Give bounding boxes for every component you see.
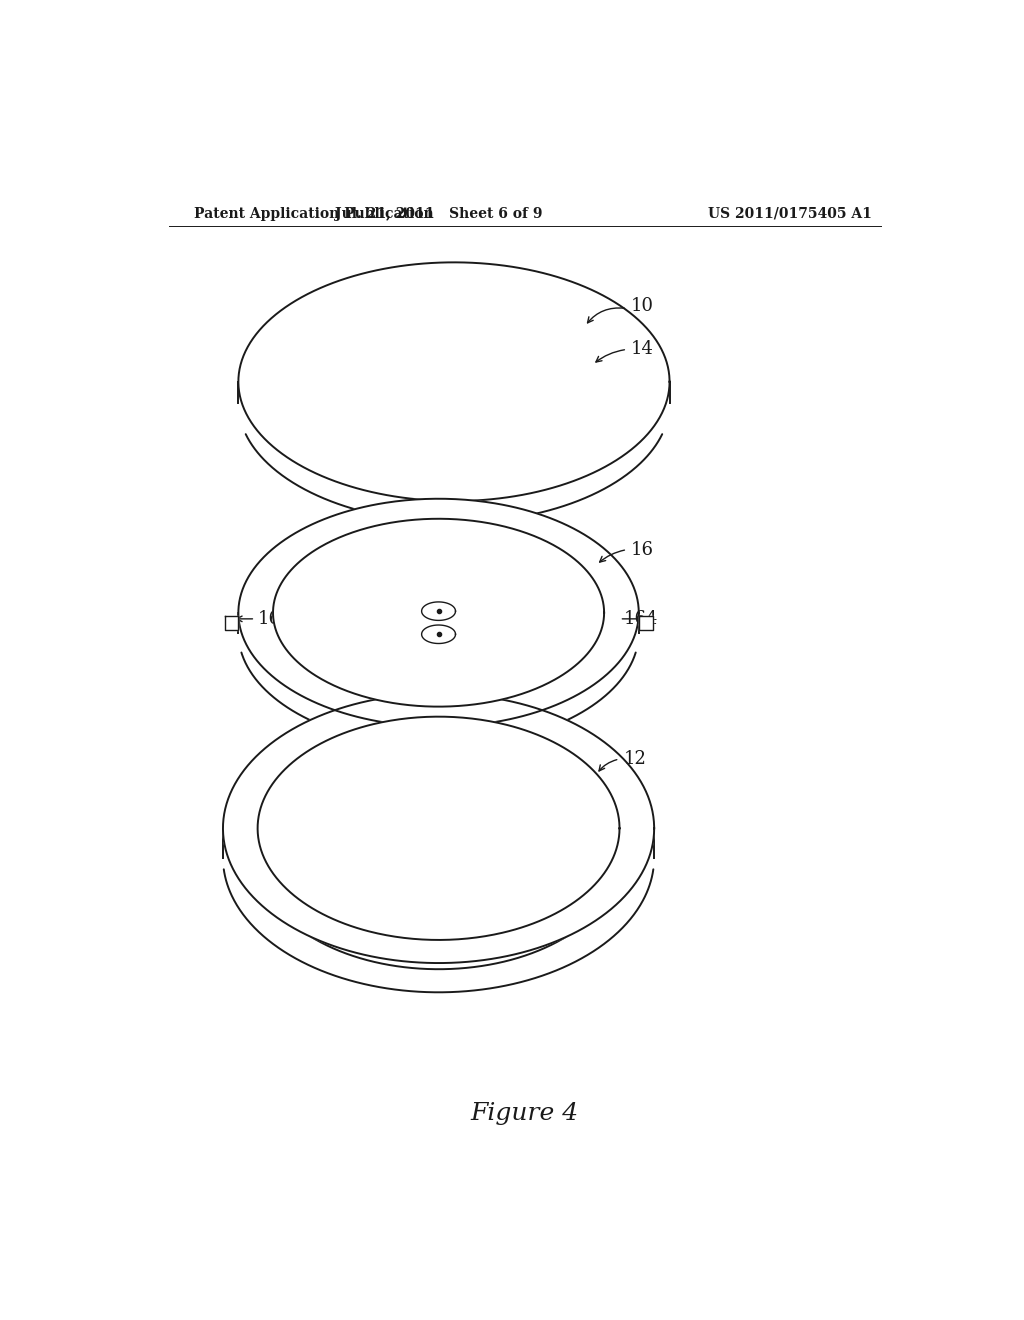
Polygon shape — [422, 602, 456, 620]
Polygon shape — [273, 519, 604, 706]
Text: Figure 4: Figure 4 — [471, 1102, 579, 1125]
Text: 162: 162 — [488, 541, 523, 558]
Text: US 2011/0175405 A1: US 2011/0175405 A1 — [708, 207, 871, 220]
Text: Patent Application Publication: Patent Application Publication — [194, 207, 433, 220]
Polygon shape — [258, 717, 620, 940]
Text: 14: 14 — [631, 341, 654, 358]
Text: 16: 16 — [631, 541, 654, 558]
Text: 164: 164 — [624, 610, 657, 628]
Text: 12: 12 — [624, 750, 646, 768]
Polygon shape — [422, 626, 456, 643]
Text: 10: 10 — [631, 297, 654, 315]
Polygon shape — [239, 263, 670, 502]
Polygon shape — [223, 693, 654, 964]
Text: Jul. 21, 2011   Sheet 6 of 9: Jul. 21, 2011 Sheet 6 of 9 — [335, 207, 543, 220]
Polygon shape — [639, 615, 652, 630]
Polygon shape — [239, 499, 639, 726]
Text: 164: 164 — [258, 610, 292, 628]
Polygon shape — [224, 615, 239, 630]
